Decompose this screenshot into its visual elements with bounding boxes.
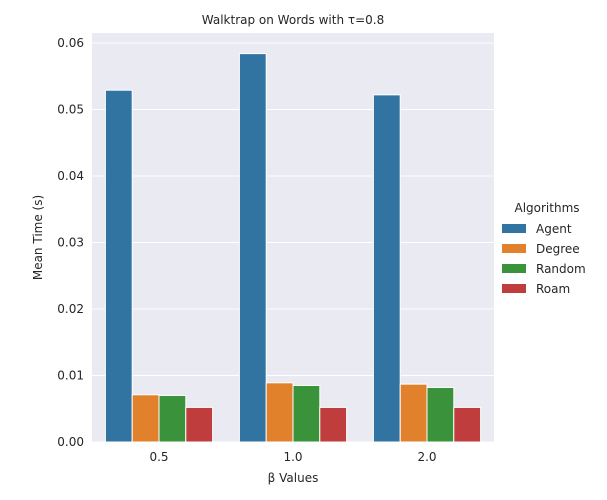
bar-degree-0.5 (131, 394, 160, 443)
x-axis-label: β Values (268, 471, 319, 485)
y-axis-ticks: 0.00 0.01 0.02 0.03 0.04 0.05 0.06 (57, 36, 84, 449)
bar-random-1.0 (292, 384, 321, 443)
legend-swatch-agent (502, 224, 526, 233)
bar-agent-2.0 (372, 94, 401, 443)
y-axis-label: Mean Time (s) (31, 195, 45, 280)
y-tick-label: 0.00 (57, 435, 84, 449)
legend: Algorithms Agent Degree Random Roam (502, 201, 586, 296)
legend-swatch-random (502, 264, 526, 273)
legend-item-random: Random (536, 262, 586, 276)
bar-random-2.0 (426, 386, 455, 443)
bar-roam-1.0 (319, 406, 348, 443)
legend-swatch-degree (502, 244, 526, 253)
legend-item-agent: Agent (536, 222, 572, 236)
bar-degree-2.0 (399, 383, 428, 443)
bars (104, 53, 482, 443)
bar-agent-0.5 (104, 89, 133, 443)
y-tick-label: 0.03 (57, 235, 84, 249)
y-tick-label: 0.05 (57, 102, 84, 116)
legend-title: Algorithms (514, 201, 579, 215)
x-tick-label: 1.0 (283, 450, 302, 464)
legend-item-roam: Roam (536, 282, 570, 296)
grid-lines (92, 42, 494, 443)
x-axis-ticks: 0.5 1.0 2.0 (149, 450, 436, 464)
x-tick-label: 0.5 (149, 450, 168, 464)
bar-degree-1.0 (265, 382, 294, 443)
y-tick-label: 0.02 (57, 302, 84, 316)
bar-roam-2.0 (453, 406, 482, 443)
bar-agent-1.0 (238, 53, 267, 443)
bar-roam-0.5 (185, 406, 214, 443)
legend-item-degree: Degree (536, 242, 580, 256)
bar-random-0.5 (158, 394, 187, 443)
y-tick-label: 0.04 (57, 169, 84, 183)
y-tick-label: 0.01 (57, 368, 84, 382)
legend-swatch-roam (502, 284, 526, 293)
y-tick-label: 0.06 (57, 36, 84, 50)
chart-title: Walktrap on Words with τ=0.8 (202, 13, 384, 27)
plot-area (92, 33, 494, 442)
x-tick-label: 2.0 (417, 450, 436, 464)
